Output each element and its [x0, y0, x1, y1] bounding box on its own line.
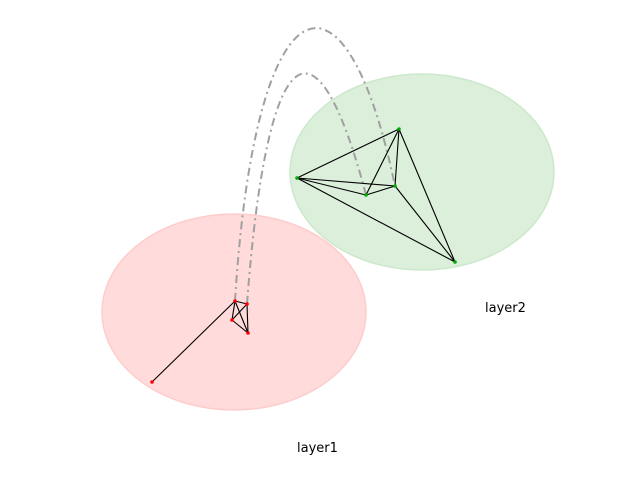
layer1-edge-a-b [234, 300, 248, 305]
layer1-edge-a-e [151, 300, 236, 383]
layer1-edge-a-c [231, 300, 236, 321]
layer2-disc [289, 73, 555, 271]
layer1-node-b [245, 302, 249, 306]
layer1-disc [101, 213, 367, 411]
interlayer-edge-a-i [234, 27, 396, 302]
layer1-edge-b-c [231, 303, 248, 321]
layer2-node-i [393, 184, 397, 188]
layer1-node-a [233, 299, 237, 303]
layer2-edge-i-j [394, 185, 456, 263]
layer1-edge-c-d [231, 319, 249, 334]
layer1-edge-b-d [246, 303, 249, 334]
layer2-edge-f-j [398, 128, 456, 263]
interlayer-edge-b-h [246, 72, 367, 305]
layer2-edge-f-i [394, 128, 400, 187]
layer2-node-h [364, 193, 368, 197]
layer2-edge-h-i [365, 185, 396, 196]
layer2-node-f [397, 127, 401, 131]
layer2-node-j [453, 260, 457, 264]
layer2-edge-g-h [296, 177, 367, 196]
layer1-edge-a-d [234, 300, 249, 334]
layer1-node-d [246, 331, 250, 335]
layer1-node-e [150, 380, 154, 384]
layer2-label: layer2 [485, 301, 526, 316]
layer2-node-g [295, 176, 299, 180]
layer1-node-c [230, 318, 234, 322]
layer2-edge-g-i [296, 177, 396, 187]
layer2-edge-g-j [296, 177, 456, 263]
layer2-edge-f-g [296, 128, 400, 179]
layer1-label: layer1 [297, 441, 338, 456]
